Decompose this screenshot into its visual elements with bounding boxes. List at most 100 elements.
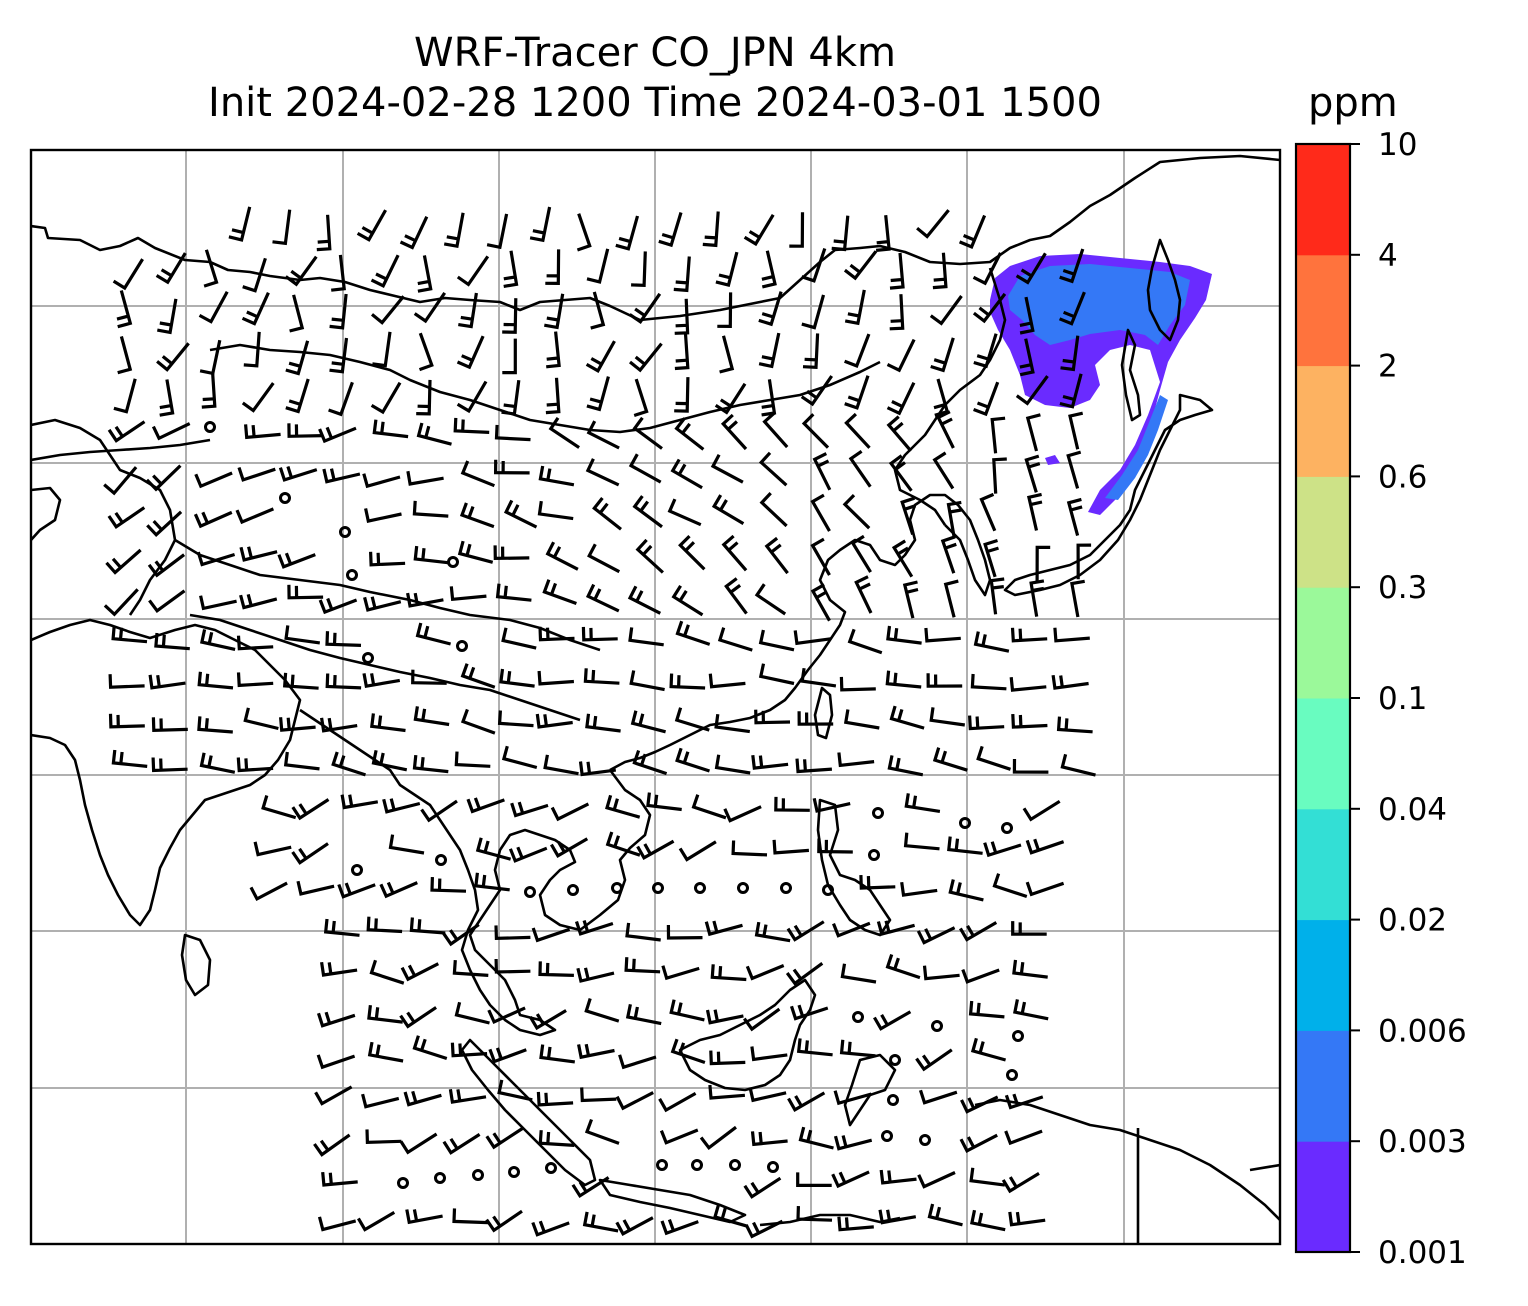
calm-wind-marker (456, 640, 468, 652)
wind-barb (372, 331, 392, 368)
wind-barb (800, 375, 834, 407)
wind-barb (151, 422, 191, 441)
wind-barb (660, 1219, 699, 1236)
wind-barb (973, 381, 1000, 417)
coast-korea-china (609, 493, 992, 772)
wind-barb (411, 669, 447, 685)
wind-barb (764, 536, 789, 575)
coastlines (31, 154, 1280, 1244)
colorbar-tick-label: 0.006 (1378, 1013, 1467, 1049)
wind-barb (959, 921, 998, 942)
wind-barb (501, 745, 538, 770)
wind-barb (537, 670, 575, 686)
calm-wind-marker (729, 1159, 741, 1171)
wind-barb (107, 506, 146, 530)
wind-barb (800, 667, 837, 688)
wind-barb (904, 793, 941, 813)
wind-barb (943, 579, 959, 618)
wind-barb (972, 292, 1007, 324)
wind-barb (156, 342, 190, 372)
wind-barb (508, 846, 548, 863)
wind-barb (731, 840, 768, 857)
wind-barb (922, 965, 960, 981)
wind-barb (879, 1169, 917, 1185)
wind-barb (704, 920, 743, 937)
wind-barb (875, 215, 891, 252)
wind-barb (761, 250, 777, 289)
wind-barb (581, 626, 618, 642)
wind-barb (992, 873, 1028, 899)
wind-barb (918, 1089, 958, 1105)
wind-barb (456, 255, 490, 287)
wind-barb (1009, 677, 1047, 692)
wind-barb (199, 595, 237, 611)
wind-barb (605, 831, 641, 857)
calm-wind-marker (434, 1172, 446, 1184)
wind-barb (926, 673, 963, 688)
wind-barb (584, 998, 620, 1023)
wind-barb (362, 473, 401, 489)
wind-barb (1022, 799, 1061, 822)
wind-barb (117, 335, 133, 375)
wind-barb (796, 1206, 833, 1222)
wind-barb (488, 1047, 527, 1064)
wind-barb (493, 459, 530, 475)
wind-barb (744, 1219, 784, 1239)
coast-russia-east (893, 267, 1007, 526)
wind-barb (1012, 959, 1048, 979)
wind-barb (691, 794, 727, 820)
calm-wind-marker (889, 1054, 901, 1066)
wind-barb (1051, 674, 1089, 690)
wind-barb (839, 676, 876, 692)
wind-barb (585, 583, 620, 613)
wind-barb (116, 290, 133, 329)
wind-barb (287, 584, 324, 600)
wind-barb (413, 545, 450, 565)
wind-barb (1060, 753, 1096, 777)
wind-barb (958, 214, 987, 249)
wind-barb (754, 921, 791, 943)
wind-barb (831, 215, 850, 252)
wind-barb (810, 537, 831, 576)
wind-barb (550, 802, 590, 822)
coast-srilanka (180, 933, 212, 997)
wind-barb (453, 417, 490, 434)
wind-barb (538, 961, 574, 977)
wind-barb (367, 1005, 403, 1024)
wind-barb (678, 840, 717, 862)
wind-barb (501, 627, 537, 650)
wind-barb (289, 294, 305, 333)
wind-barb (450, 1042, 488, 1058)
wind-barb (969, 1167, 1006, 1187)
wind-barb (361, 1093, 400, 1109)
calm-wind-marker (508, 1166, 520, 1178)
wind-barb (460, 460, 495, 488)
wind-barb (750, 1131, 788, 1147)
wind-barb (590, 291, 606, 330)
wind-barb (320, 717, 358, 733)
wind-barb (325, 673, 362, 690)
calm-wind-marker (822, 884, 834, 896)
coast-sulawesi (843, 1053, 897, 1127)
calm-wind-marker (868, 849, 880, 861)
wind-barb (887, 755, 924, 777)
wind-barb (485, 1209, 523, 1233)
wind-barb (927, 1203, 963, 1227)
wind-barb (916, 209, 950, 239)
colorbar-segment (1296, 808, 1350, 921)
wind-barb (370, 381, 402, 415)
wind-barb (494, 424, 531, 442)
wind-barb (983, 538, 999, 578)
wind-barb (242, 257, 267, 293)
wind-barb (370, 713, 406, 733)
wind-barb (369, 551, 406, 567)
wind-barb (675, 747, 710, 773)
wind-barb (236, 757, 274, 773)
wind-barb (1001, 1172, 1040, 1194)
coast-sumatra (460, 1038, 597, 1187)
wind-barb (357, 1211, 396, 1232)
wind-barb (970, 673, 1007, 691)
calm-wind-marker (204, 421, 216, 433)
wind-barb (249, 881, 288, 902)
wind-barb (801, 247, 827, 283)
